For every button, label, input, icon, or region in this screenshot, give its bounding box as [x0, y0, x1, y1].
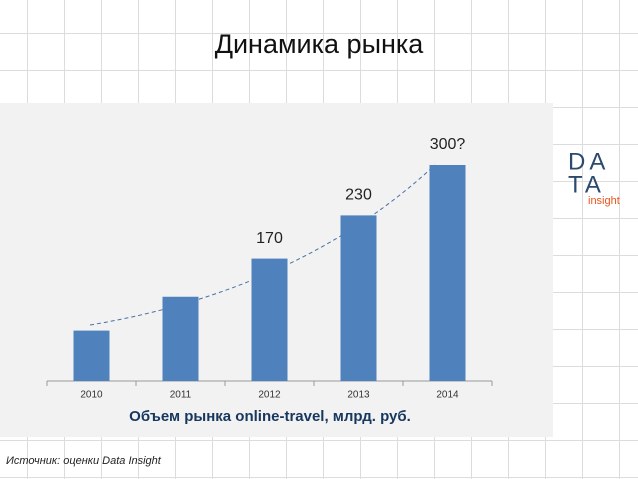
trend-line — [89, 164, 436, 326]
data-label: 230 — [345, 187, 372, 204]
chart-title: Динамика рынка — [215, 29, 425, 59]
data-label: 300? — [430, 136, 466, 153]
bar — [251, 258, 288, 381]
bar — [340, 215, 377, 381]
x-tick-label: 2011 — [170, 390, 192, 401]
logo-line: TA — [568, 171, 605, 198]
x-tick-label: 2012 — [258, 390, 281, 401]
bar — [73, 330, 110, 381]
logo-tagline: insight — [588, 195, 620, 207]
bar — [162, 296, 199, 381]
x-tick-label: 2010 — [80, 390, 103, 401]
source-note: Источник: оценки Data Insight — [6, 455, 162, 467]
data-label: 170 — [256, 230, 283, 247]
logo-line: DA — [568, 148, 609, 175]
x-tick-label: 2014 — [436, 390, 459, 401]
bar — [429, 165, 466, 381]
x-tick-label: 2013 — [347, 390, 370, 401]
x-axis-title: Объем рынка online-travel, млрд. руб. — [129, 408, 411, 425]
